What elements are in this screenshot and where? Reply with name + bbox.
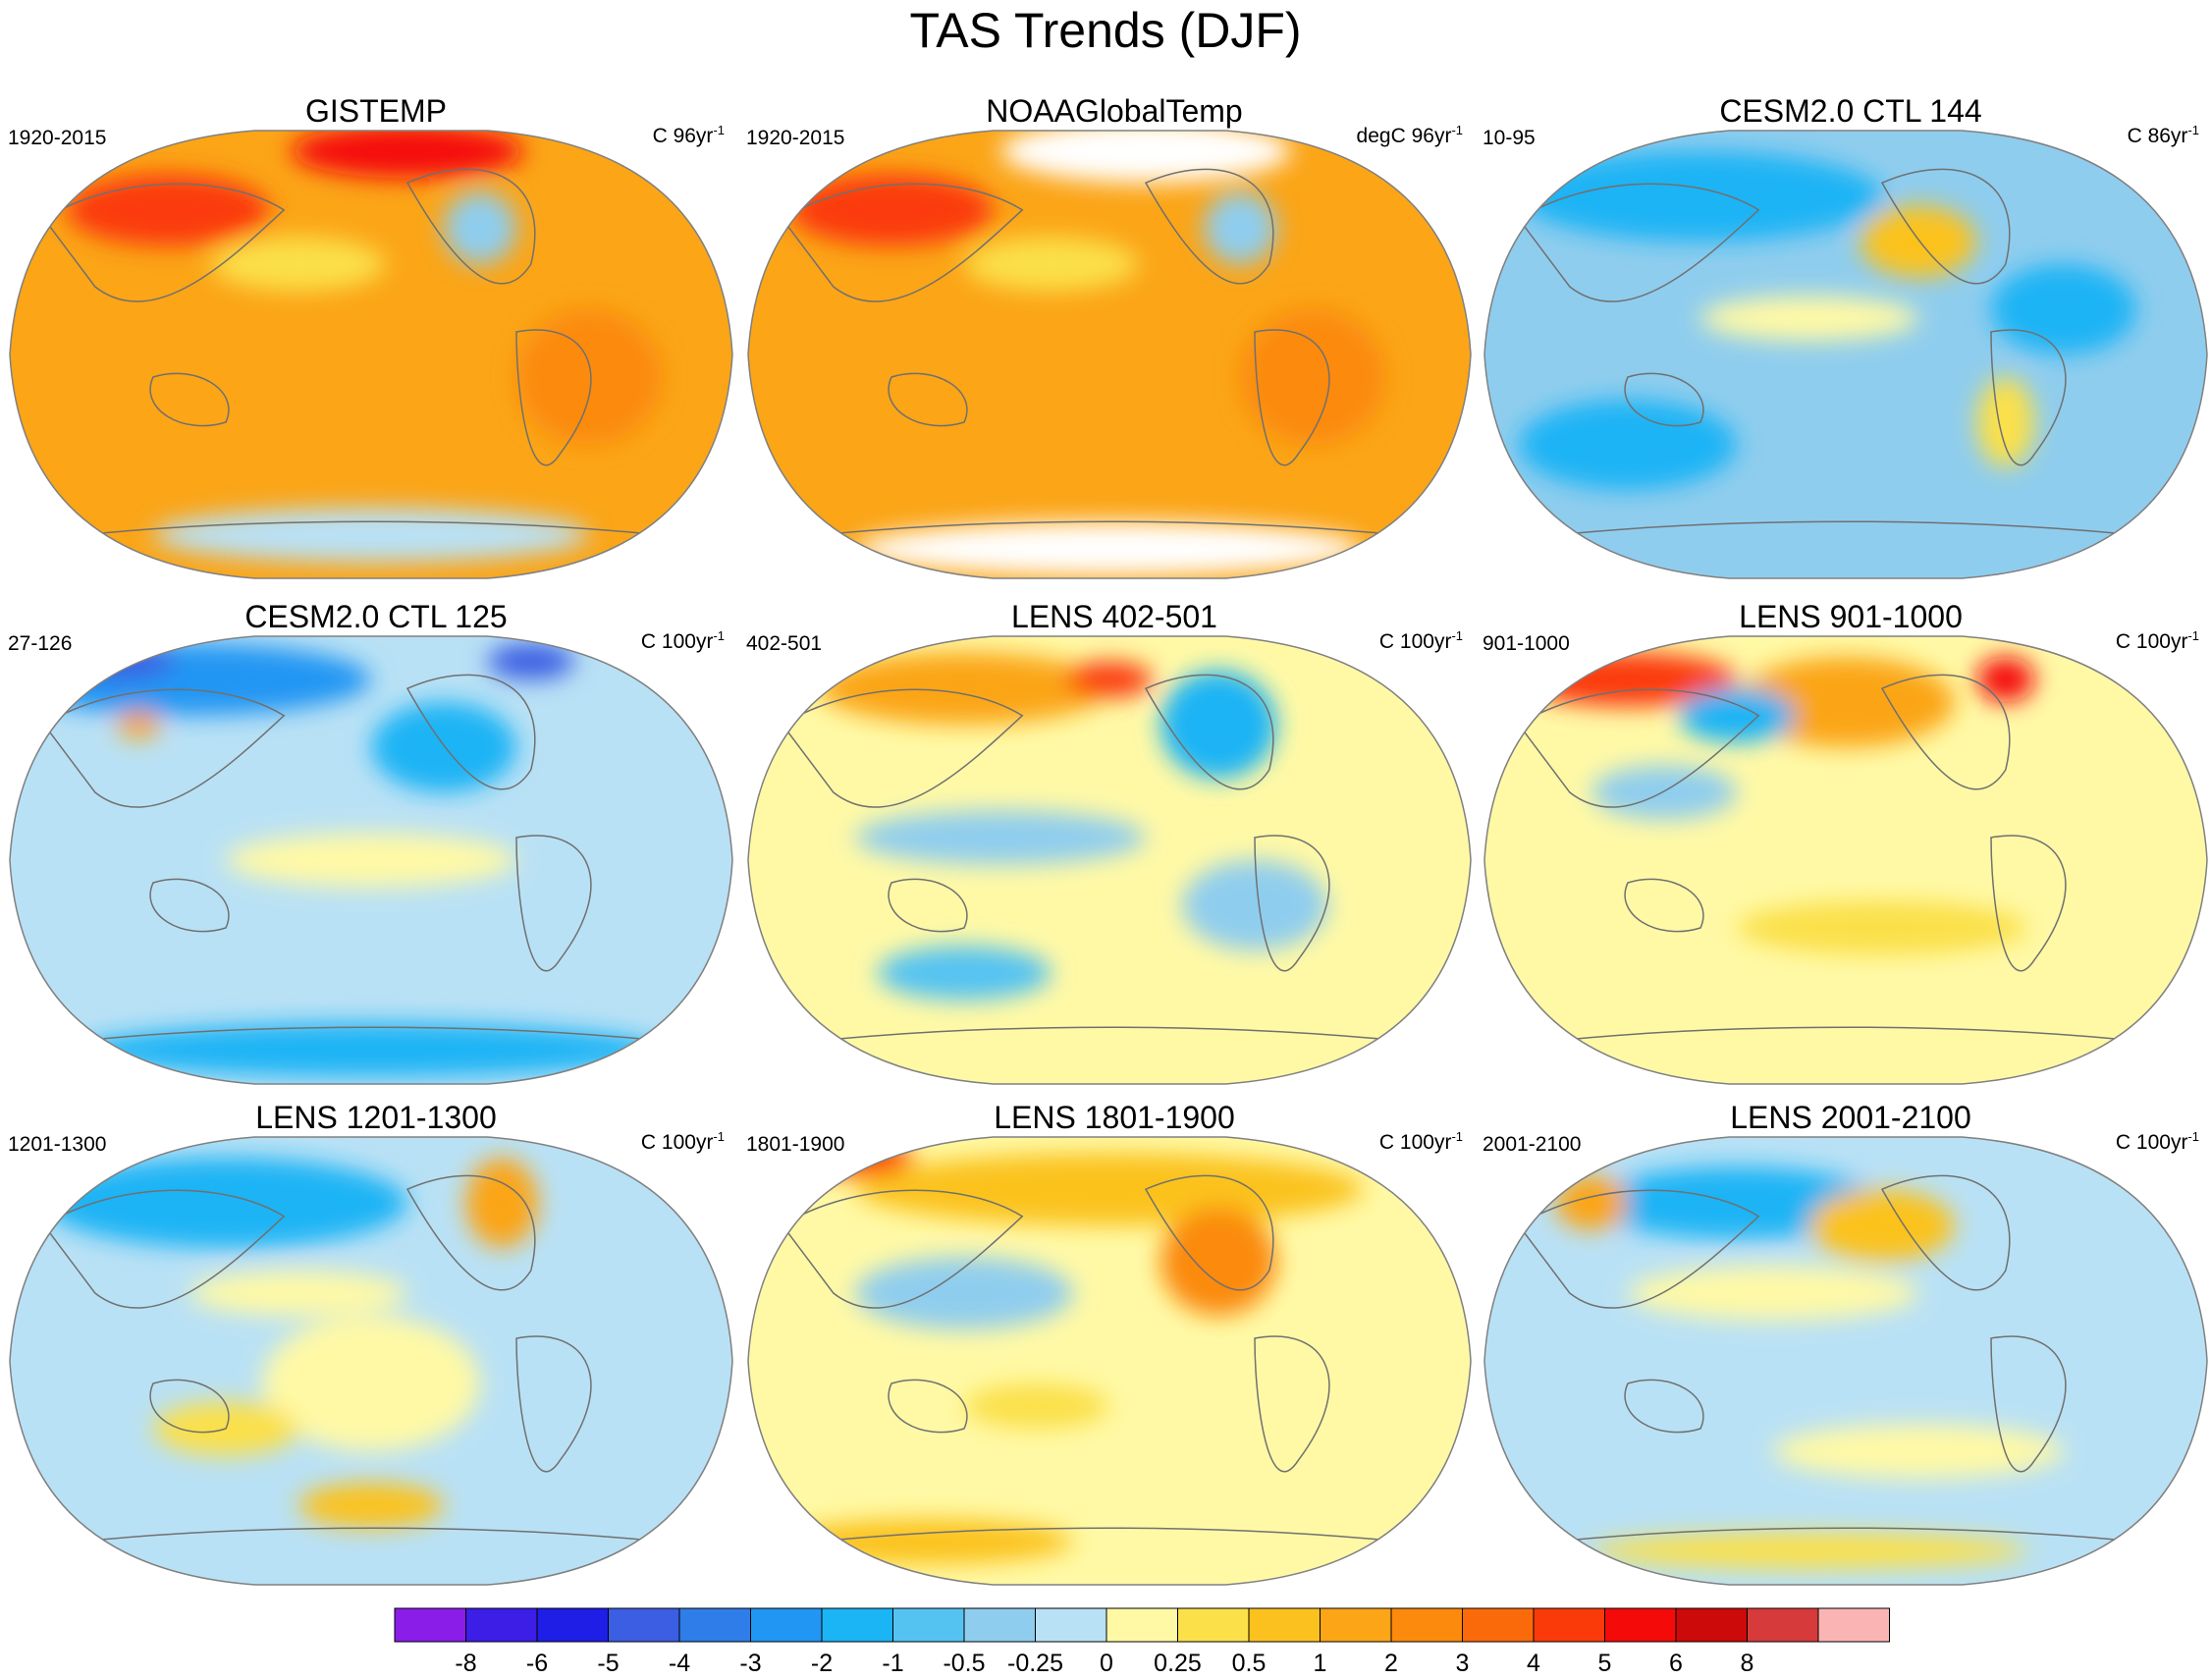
colorbar-tick-label: 5 [1597,1650,1612,1677]
map-panel: LENS 901-1000 901-1000 C 100yr-1 [1483,599,2211,1100]
map-panel: LENS 1801-1900 1801-1900 C 100yr-1 [746,1100,1483,1600]
map-field [747,130,1472,579]
colorbar-swatch [892,1607,965,1643]
panel-title: LENS 2001-2100 [1730,1100,1971,1135]
colorbar-swatch [1604,1607,1677,1643]
units-label: C 100yr-1 [1378,628,1463,653]
colorbar-swatch [963,1607,1036,1643]
colorbar-tick-label: 0 [1100,1650,1113,1677]
map-panel: LENS 402-501 402-501 C 100yr-1 [746,599,1483,1100]
map-field [747,635,1472,1085]
colorbar-swatch [536,1607,609,1643]
colorbar-tick-label: 1 [1313,1650,1327,1677]
colorbar-tick-label: -8 [455,1650,477,1677]
colorbar-swatch [1462,1607,1535,1643]
map-panel: LENS 1201-1300 1201-1300 C 100yr-1 [8,1100,744,1600]
colorbar-tick-label: 0.5 [1231,1650,1267,1677]
map-panel: CESM2.0 CTL 144 10-95 C 86yr-1 [1483,93,2211,594]
colorbar-swatch [1106,1607,1178,1643]
map-panel: LENS 2001-2100 2001-2100 C 100yr-1 [1483,1100,2211,1600]
colorbar-tick-label: 3 [1455,1650,1470,1677]
colorbar-tick-label: -5 [597,1650,620,1677]
colorbar-tick-label: -4 [668,1650,691,1677]
period-label: 10-95 [1483,127,1536,149]
units-label: C 86yr-1 [2127,123,2199,147]
colorbar-swatch [1035,1607,1107,1643]
units-label: C 100yr-1 [640,628,725,653]
panel-title: CESM2.0 CTL 125 [244,599,508,634]
map-field [1483,130,2208,579]
units-label: C 100yr-1 [2115,628,2199,653]
period-label: 2001-2100 [1483,1133,1582,1156]
colorbar-swatch [1248,1607,1321,1643]
panel-title: GISTEMP [304,93,447,129]
units-label: C 100yr-1 [1378,1129,1463,1154]
colorbar-swatch [1320,1607,1392,1643]
colorbar-swatch [750,1607,823,1643]
panel-title: LENS 402-501 [1011,599,1217,634]
colorbar-swatch [1177,1607,1250,1643]
panel-title: CESM2.0 CTL 144 [1719,93,1982,129]
map-field [747,1136,1472,1586]
colorbar-tick-label: -2 [810,1650,834,1677]
units-label: C 96yr-1 [652,123,725,147]
map-field [9,1136,733,1586]
period-label: 402-501 [746,632,823,655]
colorbar-swatch [608,1607,680,1643]
units-label: C 100yr-1 [640,1129,725,1154]
map-panel: NOAAGlobalTemp 1920-2015 degC 96yr-1 [746,93,1483,594]
colorbar-tick-label: -6 [525,1650,549,1677]
colorbar-tick-label: 2 [1384,1650,1398,1677]
period-label: 27-126 [8,632,73,655]
units-label: degC 96yr-1 [1356,123,1463,147]
period-label: 1801-1900 [746,1133,845,1156]
units-label: C 100yr-1 [2115,1129,2199,1154]
colorbar-swatch [678,1607,751,1643]
colorbar [394,1607,1890,1643]
map-panel: CESM2.0 CTL 125 27-126 C 100yr-1 [8,599,744,1100]
colorbar-tick-label: 6 [1669,1650,1683,1677]
colorbar-swatch [1533,1607,1605,1643]
colorbar-swatch [1747,1607,1819,1643]
map-field [9,130,733,579]
colorbar-tick-label: 0.25 [1154,1650,1202,1677]
colorbar-swatch [821,1607,893,1643]
colorbar-tick-label: 8 [1740,1650,1754,1677]
colorbar-tick-label: -0.25 [1007,1650,1063,1677]
colorbar-swatch [1390,1607,1463,1643]
colorbar-tick-label: -3 [739,1650,762,1677]
period-label: 1201-1300 [8,1133,107,1156]
colorbar-swatch [1817,1607,1890,1643]
panel-title: NOAAGlobalTemp [986,93,1243,129]
period-label: 901-1000 [1483,632,1570,655]
map-panel: GISTEMP 1920-2015 C 96yr-1 [8,93,744,594]
colorbar-tick-label: -1 [882,1650,904,1677]
map-field [1483,635,2208,1085]
colorbar-swatch [394,1607,466,1643]
figure-title: TAS Trends (DJF) [909,3,1302,58]
map-field [1483,1136,2208,1586]
period-label: 1920-2015 [8,127,107,149]
panel-title: LENS 1201-1300 [255,1100,497,1135]
map-field [9,635,733,1085]
colorbar-tick-label: 4 [1527,1650,1540,1677]
colorbar-swatch [1675,1607,1748,1643]
panel-title: LENS 901-1000 [1739,599,1963,634]
colorbar-swatch [465,1607,538,1643]
colorbar-tick-label: -0.5 [943,1650,986,1677]
period-label: 1920-2015 [746,127,845,149]
panel-title: LENS 1801-1900 [994,1100,1235,1135]
